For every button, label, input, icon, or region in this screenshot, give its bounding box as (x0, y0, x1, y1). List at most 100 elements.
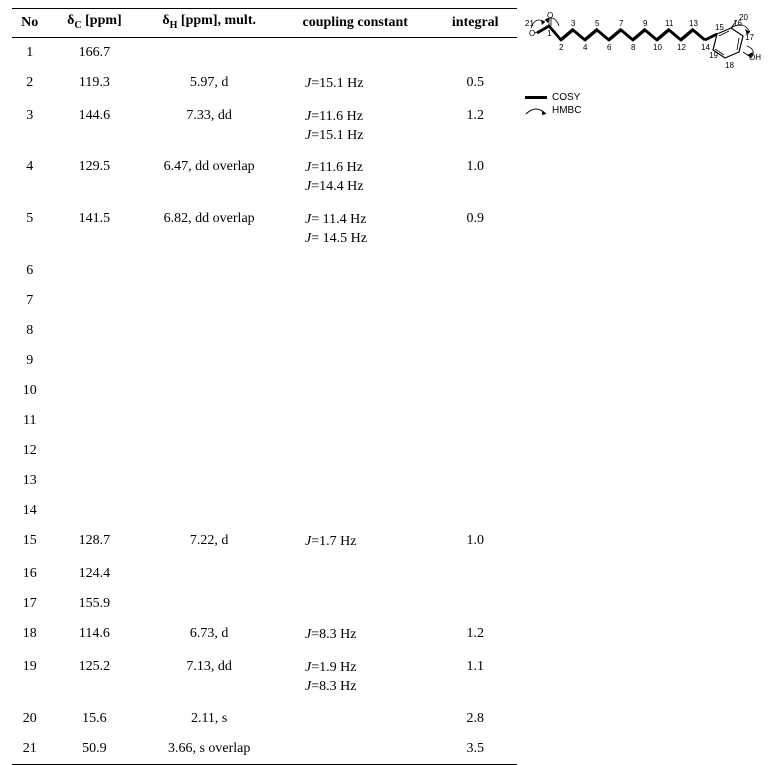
label-11: 11 (665, 19, 674, 28)
cell-dh (141, 316, 277, 346)
cell-cc: J=8.3 Hz (277, 619, 434, 652)
cell-int: 1.2 (433, 101, 517, 153)
table-row: 13 (12, 466, 517, 496)
cell-dc: 166.7 (47, 37, 141, 68)
label-13: 13 (689, 19, 698, 28)
cell-no: 1 (12, 37, 47, 68)
cell-dc (47, 376, 141, 406)
label-19: 19 (709, 51, 718, 60)
cell-int: 2.8 (433, 704, 517, 734)
label-9: 9 (643, 19, 648, 28)
cell-dh (141, 286, 277, 316)
label-18: 18 (725, 61, 734, 70)
cosy-line-icon (525, 96, 547, 99)
cell-int: 0.5 (433, 68, 517, 101)
legend-cosy: COSY (525, 92, 765, 103)
table-row: 11 (12, 406, 517, 436)
cell-no: 15 (12, 526, 47, 559)
cell-int (433, 37, 517, 68)
nmr-table: No δC [ppm] δH [ppm], mult. coupling con… (12, 8, 517, 765)
header-dh: δH [ppm], mult. (141, 9, 277, 38)
cell-dh: 7.22, d (141, 526, 277, 559)
label-3: 3 (571, 19, 576, 28)
cell-cc (277, 496, 434, 526)
table-row: 2119.35.97, dJ=15.1 Hz0.5 (12, 68, 517, 101)
cell-dh (141, 37, 277, 68)
cell-dc (47, 436, 141, 466)
cell-cc (277, 559, 434, 589)
table-row: 12 (12, 436, 517, 466)
table-row: 18114.66.73, dJ=8.3 Hz1.2 (12, 619, 517, 652)
cell-int (433, 376, 517, 406)
cell-dh (141, 346, 277, 376)
cell-cc: J=15.1 Hz (277, 68, 434, 101)
cell-int (433, 436, 517, 466)
cell-dh (141, 436, 277, 466)
cell-dc: 125.2 (47, 652, 141, 704)
cell-dh: 7.13, dd (141, 652, 277, 704)
cell-cc (277, 589, 434, 619)
cell-no: 10 (12, 376, 47, 406)
cell-dc: 144.6 (47, 101, 141, 153)
label-7: 7 (619, 19, 624, 28)
cell-cc (277, 286, 434, 316)
label-8: 8 (631, 43, 636, 52)
cell-int (433, 559, 517, 589)
cell-cc (277, 704, 434, 734)
label-2: 2 (559, 43, 564, 52)
table-row: 2150.93.66, s overlap3.5 (12, 734, 517, 765)
cell-no: 16 (12, 559, 47, 589)
header-int: integral (433, 9, 517, 38)
cell-dc: 141.5 (47, 204, 141, 256)
legend-hmbc: HMBC (525, 105, 765, 116)
cell-dc (47, 286, 141, 316)
cell-int (433, 496, 517, 526)
cell-no: 8 (12, 316, 47, 346)
table-row: 10 (12, 376, 517, 406)
cell-int (433, 346, 517, 376)
cell-dc: 128.7 (47, 526, 141, 559)
cell-no: 12 (12, 436, 47, 466)
cell-cc (277, 256, 434, 286)
table-row: 6 (12, 256, 517, 286)
table-row: 1166.7 (12, 37, 517, 68)
label-21: 21 (525, 19, 534, 28)
cell-int: 1.0 (433, 526, 517, 559)
cell-cc: J=1.9 HzJ=8.3 Hz (277, 652, 434, 704)
table-header-row: No δC [ppm] δH [ppm], mult. coupling con… (12, 9, 517, 38)
table-row: 17155.9 (12, 589, 517, 619)
cell-dh (141, 376, 277, 406)
table-row: 19125.27.13, ddJ=1.9 HzJ=8.3 Hz1.1 (12, 652, 517, 704)
cell-dh: 6.82, dd overlap (141, 204, 277, 256)
cell-no: 7 (12, 286, 47, 316)
cell-int: 0.9 (433, 204, 517, 256)
cell-dh: 6.47, dd overlap (141, 152, 277, 204)
legend-cosy-label: COSY (552, 92, 580, 103)
cell-no: 19 (12, 652, 47, 704)
cell-int: 1.2 (433, 619, 517, 652)
cell-dc (47, 346, 141, 376)
header-dc: δC [ppm] (47, 9, 141, 38)
cell-dc: 119.3 (47, 68, 141, 101)
cell-no: 5 (12, 204, 47, 256)
table-row: 3144.67.33, ddJ=11.6 HzJ=15.1 Hz1.2 (12, 101, 517, 153)
legend-hmbc-label: HMBC (552, 105, 581, 116)
cell-dh (141, 466, 277, 496)
label-1: 1 (547, 29, 552, 38)
cell-dc: 155.9 (47, 589, 141, 619)
cell-dc: 124.4 (47, 559, 141, 589)
cell-dh: 7.33, dd (141, 101, 277, 153)
cell-int (433, 466, 517, 496)
cell-dc: 50.9 (47, 734, 141, 765)
cell-int (433, 316, 517, 346)
cell-no: 2 (12, 68, 47, 101)
cell-no: 17 (12, 589, 47, 619)
cell-dc (47, 496, 141, 526)
cell-cc (277, 436, 434, 466)
cell-int (433, 256, 517, 286)
cell-cc: J= 11.4 HzJ= 14.5 Hz (277, 204, 434, 256)
header-cc: coupling constant (277, 9, 434, 38)
cell-int (433, 406, 517, 436)
cell-no: 21 (12, 734, 47, 765)
table-row: 14 (12, 496, 517, 526)
